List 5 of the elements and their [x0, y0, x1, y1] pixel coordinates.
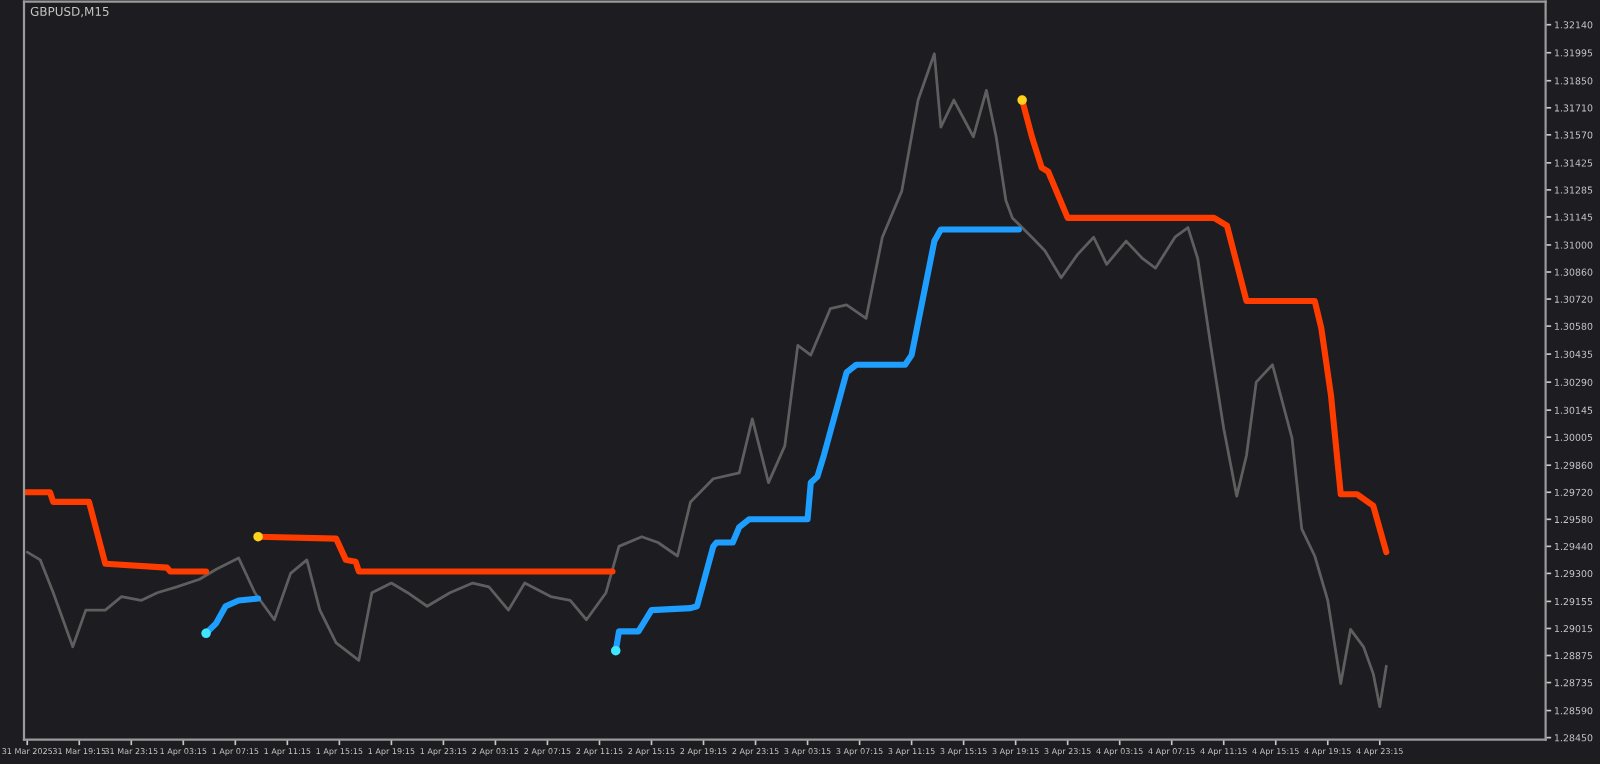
- line-series: [25, 52, 1388, 709]
- point: [610, 645, 621, 656]
- point: [1017, 95, 1027, 105]
- point: [253, 531, 263, 542]
- point: [201, 628, 211, 639]
